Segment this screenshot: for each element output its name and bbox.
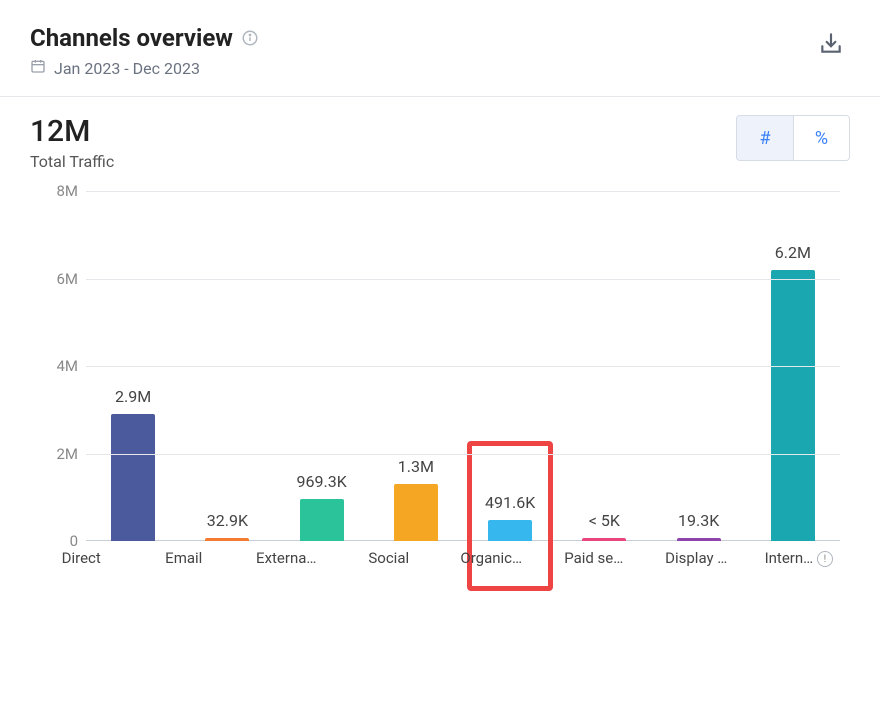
info-badge-icon[interactable]: ! [817, 551, 833, 567]
bar-value-label: 491.6K [485, 493, 535, 512]
bar-value-label: 32.9K [207, 511, 248, 530]
bar[interactable]: 1.3M [394, 484, 438, 541]
toggle-count-button[interactable]: # [737, 116, 793, 160]
x-axis-label: Email [133, 549, 236, 567]
bar[interactable]: 969.3K [300, 499, 344, 541]
bar[interactable]: 19.3K [677, 538, 721, 541]
x-axis-label: Intern… ! [748, 549, 851, 567]
header: Channels overview Jan 2023 - Dec 2023 [30, 24, 850, 78]
x-axis-label: Direct [30, 549, 133, 567]
gridline [86, 454, 840, 455]
date-range-text: Jan 2023 - Dec 2023 [54, 59, 200, 78]
info-icon[interactable] [241, 29, 259, 47]
y-tick-label: 0 [30, 532, 78, 550]
divider [0, 96, 880, 97]
metric-value: 12M [30, 115, 114, 148]
bar-value-label: 6.2M [775, 243, 811, 262]
bar-value-label: 19.3K [678, 511, 719, 530]
x-axis-label: Social [338, 549, 441, 567]
bar[interactable]: 6.2M [771, 270, 815, 541]
gridline [86, 366, 840, 367]
bar-value-label: 2.9M [115, 387, 151, 406]
channels-bar-chart: 2.9M 32.9K 969.3K 1.3M 491.6K < 5K 19.3K 6.2M 0… [30, 191, 850, 621]
gridline [86, 279, 840, 280]
highlight-box [467, 441, 553, 591]
date-range-row: Jan 2023 - Dec 2023 [30, 58, 259, 78]
bar-value-label: 969.3K [297, 472, 347, 491]
unit-toggle: # % [736, 115, 850, 161]
page-title: Channels overview [30, 24, 233, 52]
total-traffic-metric: 12M Total Traffic [30, 115, 114, 171]
bar[interactable]: < 5K [582, 538, 626, 541]
x-axis-label: Display … [645, 549, 748, 567]
x-axis-label: Organic… [440, 549, 543, 567]
calendar-icon [30, 58, 46, 78]
bar-value-label: < 5K [589, 511, 620, 530]
x-axis-label: Externa… [235, 549, 338, 567]
bar-value-label: 1.3M [398, 457, 434, 476]
toggle-percent-button[interactable]: % [793, 116, 849, 160]
metric-label: Total Traffic [30, 152, 114, 171]
y-tick-label: 2M [30, 445, 78, 463]
gridline [86, 191, 840, 192]
bar[interactable]: 491.6K [488, 520, 532, 542]
y-tick-label: 8M [30, 182, 78, 200]
y-tick-label: 4M [30, 357, 78, 375]
x-axis-label: Paid se… [543, 549, 646, 567]
download-button[interactable] [812, 24, 850, 66]
bar[interactable]: 2.9M [111, 414, 155, 541]
y-tick-label: 6M [30, 270, 78, 288]
bar[interactable]: 32.9K [205, 538, 249, 541]
